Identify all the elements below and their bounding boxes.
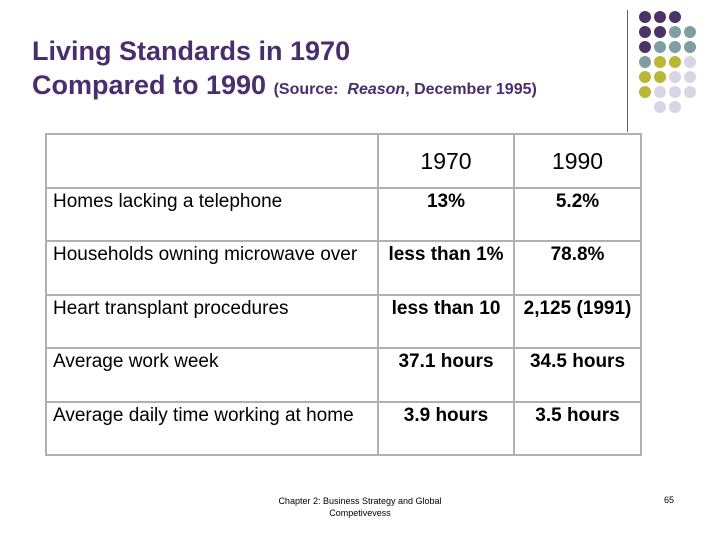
decor-dot <box>684 71 696 83</box>
page-number: 65 <box>664 495 675 505</box>
decor-dot <box>684 41 696 53</box>
decor-dot <box>639 26 651 38</box>
decor-dot <box>669 11 681 23</box>
dot-grid <box>639 11 696 113</box>
decor-dot <box>654 86 666 98</box>
decor-dot <box>669 86 681 98</box>
value-cell: less than 10 <box>377 293 515 349</box>
decor-dot <box>654 71 666 83</box>
decor-dot <box>654 41 666 53</box>
row-label: Heart transplant procedures <box>45 293 379 349</box>
decor-dot <box>639 71 651 83</box>
decor-dot <box>669 56 681 68</box>
value-cell: 78.8% <box>513 240 642 296</box>
row-label: Households owning microwave over <box>45 240 379 296</box>
decor-dot <box>639 11 651 23</box>
row-label: Average daily time working at home <box>45 400 379 456</box>
table-row: Heart transplant procedures less than 10 2… <box>45 293 642 349</box>
decor-dot <box>669 26 681 38</box>
footer-text: Chapter 2: Business Strategy and Global … <box>278 496 442 518</box>
decor-dot <box>654 26 666 38</box>
title-line: Living Standards in 1970 <box>32 36 351 66</box>
value-cell: 13% <box>377 186 515 242</box>
header-cell <box>45 133 379 189</box>
divider <box>627 10 628 132</box>
source-text: , December 1995) <box>405 81 537 98</box>
header-cell: 1990 <box>513 133 642 189</box>
title-text: Compared to 1990 <box>32 70 267 100</box>
header-cell: 1970 <box>377 133 515 189</box>
source: (Source: Reason, December 1995) <box>274 81 537 98</box>
row-label: Homes lacking a telephone <box>45 186 379 242</box>
decor-dot <box>654 101 666 113</box>
source-name: Reason <box>347 81 406 98</box>
value-cell: less than 1% <box>377 240 515 296</box>
value-cell: 5.2% <box>513 186 642 242</box>
value-cell: 3.9 hours <box>377 400 515 456</box>
source-text: (Source: <box>273 81 339 98</box>
table-row: Average daily time working at home 3.9 ho… <box>45 400 642 456</box>
decor-dot <box>684 86 696 98</box>
value-cell: 2,125 (1991) <box>513 293 642 349</box>
decor-dot <box>684 26 696 38</box>
decor-dot <box>639 86 651 98</box>
decor-dot <box>639 41 651 53</box>
header-row: 1970 1990 <box>45 133 642 189</box>
decor-dot <box>669 101 681 113</box>
slide-title: Living Standards in 1970 Compared to 199… <box>32 34 537 107</box>
value-cell: 3.5 hours <box>513 400 642 456</box>
decor-dot <box>639 56 651 68</box>
decor-dot <box>654 56 666 68</box>
decor-dot <box>669 41 681 53</box>
value-cell: 34.5 hours <box>513 347 642 403</box>
row-label: Average work week <box>45 347 379 403</box>
title-line: Compared to 1990 (Source: Reason, Decemb… <box>32 68 537 107</box>
decor-dot <box>654 11 666 23</box>
decor-dot <box>684 56 696 68</box>
table-row: Households owning microwave over less tha… <box>45 240 642 296</box>
data-table: 1970 1990 Homes lacking a telephone 13% 5.… <box>45 133 642 456</box>
decor-dot <box>669 71 681 83</box>
value-cell: 37.1 hours <box>377 347 515 403</box>
table-row: Average work week 37.1 hours 34.5 hours <box>45 347 642 403</box>
table-row: Homes lacking a telephone 13% 5.2% <box>45 186 642 242</box>
